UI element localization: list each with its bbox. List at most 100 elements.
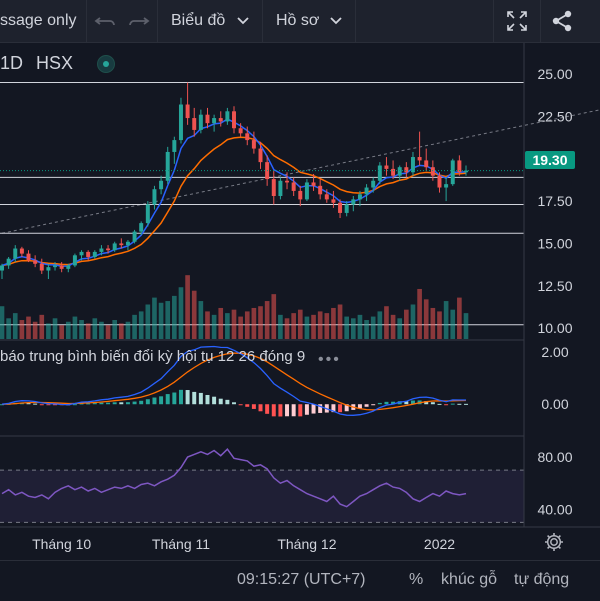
volume-bar: [65, 321, 71, 339]
macd-histogram-bar: [132, 401, 137, 405]
volume-bar: [404, 309, 409, 339]
macd-histogram-bar: [258, 404, 263, 412]
chart-type-menu[interactable]: Biểu đồ: [171, 0, 225, 42]
message-only-button[interactable]: ssage only: [0, 12, 77, 29]
symbol-legend: 1D HSX: [0, 53, 81, 74]
volume-bar: [118, 323, 124, 339]
candle-body: [86, 251, 91, 257]
macd-histogram-bar: [371, 404, 376, 406]
percent-toggle[interactable]: %: [409, 571, 424, 588]
candle-body: [66, 265, 71, 269]
volume-bar: [258, 306, 263, 339]
chevron-down-icon[interactable]: [229, 7, 257, 35]
toolbar-divider: [157, 0, 158, 42]
macd-histogram-bar: [92, 403, 97, 405]
macd-histogram-bar: [139, 400, 144, 405]
macd-histogram-bar: [271, 404, 276, 417]
candle-body: [119, 243, 124, 246]
toolbar-divider: [86, 0, 87, 42]
candle-body: [430, 167, 435, 176]
macd-histogram-bar: [218, 398, 223, 405]
candle-body: [251, 140, 256, 149]
indicator-more-icon[interactable]: •••: [318, 351, 341, 368]
macd-histogram-bar: [245, 404, 250, 407]
volume-bar: [59, 325, 64, 339]
toolbar-divider: [262, 0, 263, 42]
moving-average-slow-line: [1, 136, 467, 267]
volume-bar: [278, 314, 283, 339]
candle-body: [178, 104, 183, 141]
price-axis-tick: 22.50: [537, 108, 572, 124]
candle-body: [351, 199, 356, 205]
macd-histogram-bar: [152, 397, 157, 405]
volume-bar: [138, 311, 144, 339]
volume-bar: [463, 313, 469, 339]
volume-bar: [397, 318, 403, 339]
trend-line[interactable]: [1, 98, 600, 234]
market-status-dot[interactable]: [97, 55, 115, 73]
chevron-down-icon[interactable]: [322, 7, 350, 35]
macd-histogram-bar: [106, 402, 111, 405]
volume-bar: [99, 321, 104, 339]
candle-body: [371, 180, 376, 188]
chart-canvas[interactable]: 25.0022.5020.0017.5015.0012.5010.002.000…: [0, 43, 600, 560]
volume-bar: [145, 304, 151, 339]
macd-histogram-bar: [72, 404, 77, 406]
candle-body: [298, 190, 303, 200]
candle-body: [218, 118, 223, 122]
macd-histogram-bar: [318, 404, 323, 413]
macd-histogram-bar: [159, 396, 164, 405]
rsi-pane[interactable]: [0, 448, 524, 523]
candle-body: [125, 241, 130, 246]
macd-pane[interactable]: [0, 345, 468, 417]
volume-bar: [364, 320, 369, 339]
macd-histogram-bar: [298, 404, 303, 417]
macd-histogram-bar: [86, 403, 91, 405]
macd-histogram-bar: [79, 403, 84, 405]
candle-body: [278, 180, 283, 196]
macd-histogram-bar: [39, 404, 44, 406]
macd-line: [1, 345, 466, 416]
volume-bar: [423, 299, 429, 339]
undo-icon[interactable]: [92, 7, 120, 35]
volume-bar: [251, 307, 257, 339]
volume-bar: [32, 321, 38, 339]
candle-body: [318, 185, 323, 195]
candle-body: [225, 111, 230, 122]
candle-body: [212, 118, 217, 124]
candle-body: [172, 140, 177, 152]
macd-histogram-bar: [444, 404, 449, 406]
volume-bar: [152, 297, 157, 339]
candle-body: [33, 260, 38, 264]
candle-body: [311, 182, 316, 186]
volume-bar: [0, 306, 5, 339]
macd-histogram-bar: [251, 404, 256, 409]
interval-label[interactable]: 1D: [0, 53, 24, 73]
macd-histogram-bar: [232, 402, 236, 405]
macd-histogram-bar: [377, 402, 382, 405]
candle-body: [13, 248, 18, 259]
redo-icon[interactable]: [124, 7, 152, 35]
profile-menu[interactable]: Hồ sơ: [276, 0, 319, 42]
toolbar-divider: [540, 0, 541, 42]
time-axis-tick: Tháng 11: [152, 536, 210, 552]
gear-icon[interactable]: [543, 531, 565, 553]
auto-toggle[interactable]: tự động: [514, 571, 570, 588]
volume-bar: [191, 290, 197, 339]
macd-histogram-bar: [26, 403, 31, 405]
rsi-axis-tick: 40.00: [537, 501, 572, 517]
share-icon[interactable]: [548, 7, 576, 35]
axes: 25.0022.5020.0017.5015.0012.5010.002.000…: [0, 43, 600, 552]
candle-body: [198, 114, 203, 130]
candle-body: [271, 179, 276, 196]
macd-histogram-bar: [212, 396, 217, 405]
volume-bar: [264, 301, 270, 339]
volume-bar: [218, 307, 224, 339]
profile-label: Hồ sơ: [276, 12, 320, 29]
macd-histogram-bar: [225, 399, 230, 405]
log-toggle[interactable]: khúc gỗ: [441, 571, 498, 588]
price-pane[interactable]: [0, 81, 600, 339]
fullscreen-icon[interactable]: [503, 7, 531, 35]
candle-body: [450, 160, 455, 185]
volume-bar: [165, 301, 171, 339]
